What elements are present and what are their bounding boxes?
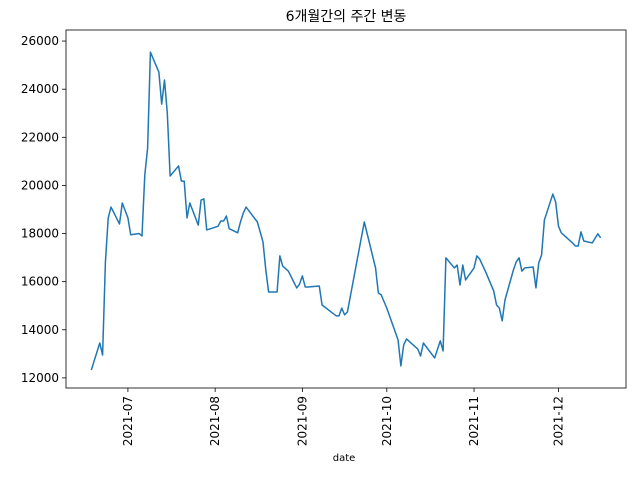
y-tick-label: 14000 xyxy=(21,323,59,337)
x-tick-label: 2021-07 xyxy=(121,396,135,446)
x-tick-label: 2021-10 xyxy=(380,396,394,446)
line xyxy=(90,51,602,371)
y-tick-label: 22000 xyxy=(21,130,59,144)
plot-frame xyxy=(65,29,627,389)
x-tick-label: 2021-09 xyxy=(295,396,309,446)
y-tick-label: 12000 xyxy=(21,371,59,385)
y-tick-label: 20000 xyxy=(21,178,59,192)
y-tick-label: 24000 xyxy=(21,82,59,96)
y-tick-label: 18000 xyxy=(21,227,59,241)
x-tick-label: 2021-12 xyxy=(551,396,565,446)
x-tick-label: 2021-08 xyxy=(208,396,222,446)
y-tick-label: 16000 xyxy=(21,275,59,289)
chart-title: 6개월간의 주간 변동 xyxy=(286,9,407,25)
x-axis-label: date xyxy=(333,453,356,464)
y-tick-label: 26000 xyxy=(21,34,59,48)
x-tick-label: 2021-11 xyxy=(467,396,481,446)
